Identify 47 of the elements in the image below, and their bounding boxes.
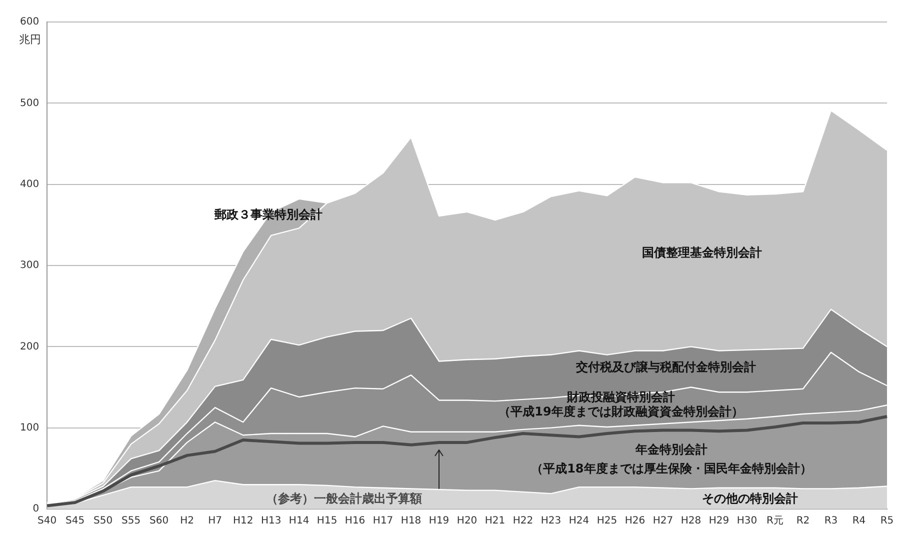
y-tick-label: 600: [20, 16, 40, 28]
x-tick-label: R元: [766, 516, 784, 527]
x-tick-label: S60: [150, 516, 169, 527]
x-tick-label: H23: [540, 516, 562, 527]
y-tick-label: 200: [20, 341, 40, 352]
y-axis-title: 兆円: [19, 32, 42, 46]
x-tick-label: H20: [456, 516, 478, 527]
series-label: 国債整理基金特別会計: [642, 245, 762, 260]
x-tick-label: H24: [568, 516, 590, 527]
x-tick-label: R3: [824, 516, 838, 527]
series-label: 交付税及び譲与税配付金特別会計: [574, 360, 756, 374]
series-label: 年金特別会計: [634, 442, 708, 457]
x-tick-label: H21: [484, 516, 506, 527]
x-tick-label: H26: [624, 516, 646, 527]
annotation: （平成19年度までは財政融資資金特別会計）: [498, 404, 744, 419]
x-tick-label: H12: [232, 516, 254, 527]
x-tick-label: H14: [288, 516, 310, 527]
y-tick-label: 400: [20, 178, 40, 190]
x-tick-label: H27: [652, 516, 674, 527]
x-tick-label: H29: [708, 516, 730, 527]
x-tick-label: H15: [316, 516, 338, 527]
x-tick-label: H22: [512, 516, 534, 527]
text: （参考）一般会計歳出予算額: [266, 491, 422, 506]
x-tick-label: R5: [880, 516, 894, 527]
x-tick-label: R4: [852, 516, 866, 527]
y-tick-label: 500: [20, 98, 40, 109]
x-tick-label: H2: [180, 516, 194, 527]
x-tick-label: H30: [736, 516, 758, 527]
x-tick-label: H17: [372, 516, 394, 527]
x-tick-label: S50: [94, 516, 113, 527]
annotation: （平成18年度までは厚生保険・国民年金特別会計）: [531, 461, 812, 476]
series-label: 郵政３事業特別会計: [213, 207, 322, 222]
x-tick-label: H19: [428, 516, 450, 527]
x-tick-label: H28: [680, 516, 702, 527]
x-tick-label: S40: [38, 516, 57, 527]
x-tick-label: S45: [66, 516, 85, 527]
y-tick-label: 100: [20, 422, 40, 434]
x-tick-label: H18: [400, 516, 422, 527]
x-tick-label: R2: [796, 516, 810, 527]
x-tick-label: H25: [596, 516, 618, 527]
y-tick-label: 300: [20, 260, 40, 272]
x-tick-label: H7: [208, 516, 222, 527]
x-tick-label: H13: [260, 516, 282, 527]
series-label: その他の特別会計: [702, 491, 798, 506]
x-tick-label: H16: [344, 516, 366, 527]
y-tick-label: 0: [32, 504, 40, 515]
x-tick-label: S55: [122, 516, 141, 527]
